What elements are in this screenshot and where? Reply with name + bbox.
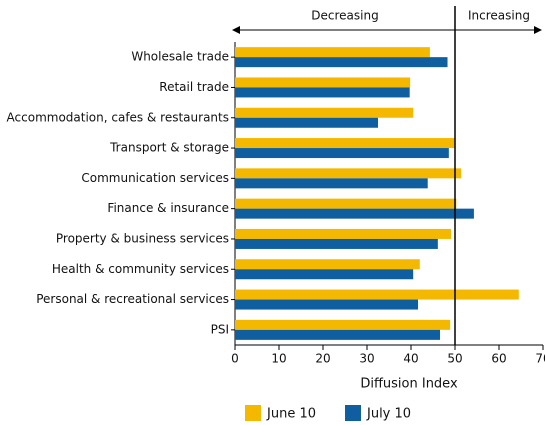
bar (235, 208, 474, 219)
x-tick-label: 20 (315, 352, 330, 366)
bar (235, 198, 457, 209)
bar (235, 148, 449, 159)
y-tick-label: Finance & insurance (107, 201, 229, 215)
y-tick-label: Retail trade (159, 80, 229, 94)
legend-label: June 10 (266, 407, 316, 422)
legend-swatch (345, 405, 361, 421)
bar (235, 259, 420, 270)
x-tick-label: 40 (403, 352, 418, 366)
bar (235, 228, 452, 239)
x-tick-label: 30 (359, 352, 374, 366)
y-tick-label: Property & business services (56, 231, 229, 245)
x-tick-label: 70 (535, 352, 545, 366)
bar (235, 319, 451, 330)
annotation: Decreasing (311, 9, 378, 23)
bar (235, 47, 430, 58)
annotation: Increasing (468, 9, 530, 23)
bar (235, 168, 462, 179)
bar (235, 87, 410, 98)
y-tick-label: Health & community services (52, 262, 229, 276)
legend-swatch (245, 405, 261, 421)
bar (235, 269, 414, 280)
bar (235, 138, 455, 149)
bar (235, 238, 438, 249)
bar (235, 107, 414, 118)
y-tick-label: PSI (211, 322, 229, 336)
y-tick-label: Accommodation, cafes & restaurants (7, 110, 229, 124)
bar (235, 299, 419, 310)
y-tick-label: Personal & recreational services (36, 292, 229, 306)
x-tick-label: 50 (447, 352, 462, 366)
x-axis-label: Diffusion Index (360, 377, 458, 392)
legend-label: July 10 (366, 407, 411, 422)
y-tick-label: Communication services (81, 171, 229, 185)
bar (235, 329, 441, 340)
y-tick-label: Transport & storage (109, 141, 229, 155)
x-tick-label: 10 (271, 352, 286, 366)
bar (235, 117, 378, 128)
bar (235, 289, 519, 300)
y-tick-label: Wholesale trade (131, 50, 229, 64)
bar (235, 77, 411, 88)
bar (235, 57, 448, 68)
x-tick-label: 60 (491, 352, 506, 366)
bar (235, 178, 428, 189)
x-tick-label: 0 (231, 352, 239, 366)
